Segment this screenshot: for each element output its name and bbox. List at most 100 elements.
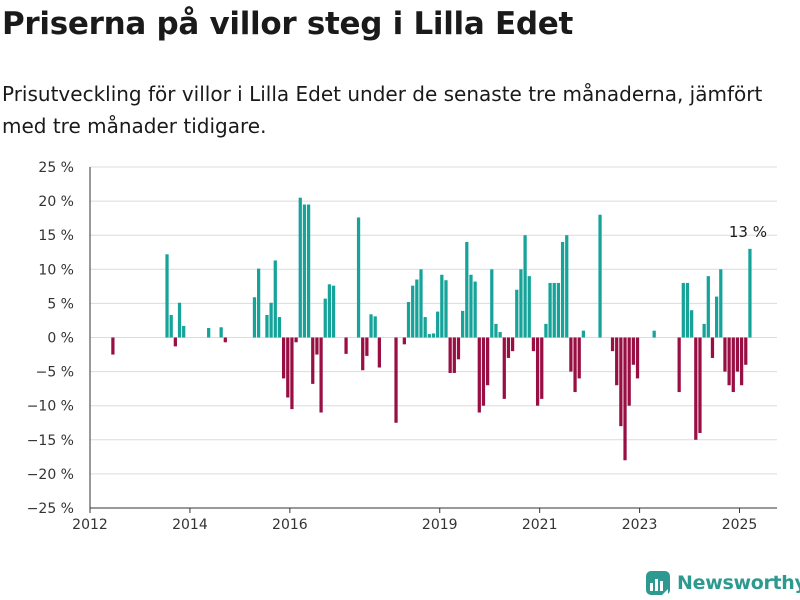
bar xyxy=(461,310,465,338)
y-tick-label: 15 % xyxy=(38,228,74,244)
latest-value-label: 13 % xyxy=(729,223,767,241)
bar xyxy=(486,337,490,386)
bar xyxy=(277,317,282,338)
bar xyxy=(452,337,456,373)
bar xyxy=(631,337,635,365)
bar xyxy=(615,337,619,386)
y-tick-label: −5 % xyxy=(36,365,74,381)
bar xyxy=(369,314,373,338)
bar xyxy=(706,276,710,338)
bar xyxy=(165,254,169,338)
bar xyxy=(269,302,273,338)
bar xyxy=(523,235,527,338)
bar xyxy=(377,337,381,368)
bar xyxy=(735,337,740,372)
bar xyxy=(560,242,565,338)
bar xyxy=(652,330,656,338)
bar xyxy=(702,323,706,338)
bar xyxy=(306,204,311,338)
bars xyxy=(111,197,752,461)
bar xyxy=(448,337,452,373)
bar xyxy=(598,214,602,338)
bar xyxy=(552,282,556,338)
bar xyxy=(273,260,277,338)
bar xyxy=(298,197,302,338)
y-tick-label: −25 % xyxy=(27,501,74,517)
bar xyxy=(531,337,536,352)
bar xyxy=(394,337,398,423)
x-axis: 2012 2014 2016 2019 2021 2023 2025 xyxy=(72,167,777,530)
bar xyxy=(744,337,748,365)
y-tick-label: 5 % xyxy=(47,296,74,312)
bar xyxy=(581,330,586,338)
bar xyxy=(627,337,631,406)
y-tick-label: 0 % xyxy=(47,331,74,347)
bar xyxy=(290,337,294,410)
bar xyxy=(406,302,411,338)
bar xyxy=(565,235,569,338)
bar xyxy=(423,317,427,338)
bar xyxy=(294,337,298,343)
bar xyxy=(731,337,735,393)
bar xyxy=(356,217,361,338)
bar xyxy=(323,298,327,338)
bar xyxy=(207,327,211,338)
bar xyxy=(739,337,744,386)
x-tick-label: 2016 xyxy=(272,517,308,530)
bar xyxy=(619,337,623,427)
bar xyxy=(569,337,573,372)
bar xyxy=(257,268,261,338)
bar xyxy=(710,337,715,358)
bar xyxy=(685,282,690,338)
bar xyxy=(265,314,269,338)
bar-chart: 25 % 20 % 15 % 10 % 5 % 0 % −5 % −10 % −15 % −20 … xyxy=(27,160,777,530)
bar xyxy=(527,276,531,338)
y-tick-label: −15 % xyxy=(27,433,74,449)
bar xyxy=(698,337,702,433)
bar xyxy=(548,282,552,338)
bar xyxy=(623,337,627,461)
bar xyxy=(573,337,577,393)
bar xyxy=(402,337,406,345)
bar xyxy=(281,337,286,379)
bar xyxy=(302,204,307,338)
bar xyxy=(723,337,727,372)
bar xyxy=(610,337,615,352)
bar xyxy=(219,327,223,338)
bar xyxy=(677,337,681,393)
bar xyxy=(436,311,440,338)
bar xyxy=(510,337,515,352)
chart-title: Priserna på villor steg i Lilla Edet xyxy=(2,6,573,42)
y-tick-label: −10 % xyxy=(27,399,74,415)
bar xyxy=(327,284,332,338)
bar xyxy=(477,337,481,413)
bar xyxy=(577,337,581,379)
bar xyxy=(286,337,290,398)
bar xyxy=(715,296,719,338)
bar xyxy=(331,285,336,338)
bar xyxy=(635,337,640,379)
y-tick-label: 20 % xyxy=(38,194,74,210)
bar xyxy=(427,334,431,338)
bar xyxy=(365,337,369,356)
bar xyxy=(540,337,544,399)
bar xyxy=(556,282,561,338)
bar xyxy=(311,337,315,384)
bar xyxy=(544,323,548,338)
bar xyxy=(681,282,685,338)
bar xyxy=(506,337,511,358)
brand-name: Newsworthy xyxy=(677,572,800,594)
bar xyxy=(490,269,494,338)
bar xyxy=(319,337,323,413)
bar xyxy=(411,285,415,338)
bar xyxy=(481,337,486,406)
bar xyxy=(719,269,723,338)
bar xyxy=(498,332,502,338)
bar xyxy=(494,323,498,338)
y-tick-label: 25 % xyxy=(38,160,74,176)
bar xyxy=(690,310,694,338)
newsworthy-brand: Newsworthy xyxy=(645,570,800,596)
x-tick-label: 2014 xyxy=(172,517,208,530)
bar xyxy=(440,274,444,338)
x-tick-label: 2023 xyxy=(622,517,658,530)
